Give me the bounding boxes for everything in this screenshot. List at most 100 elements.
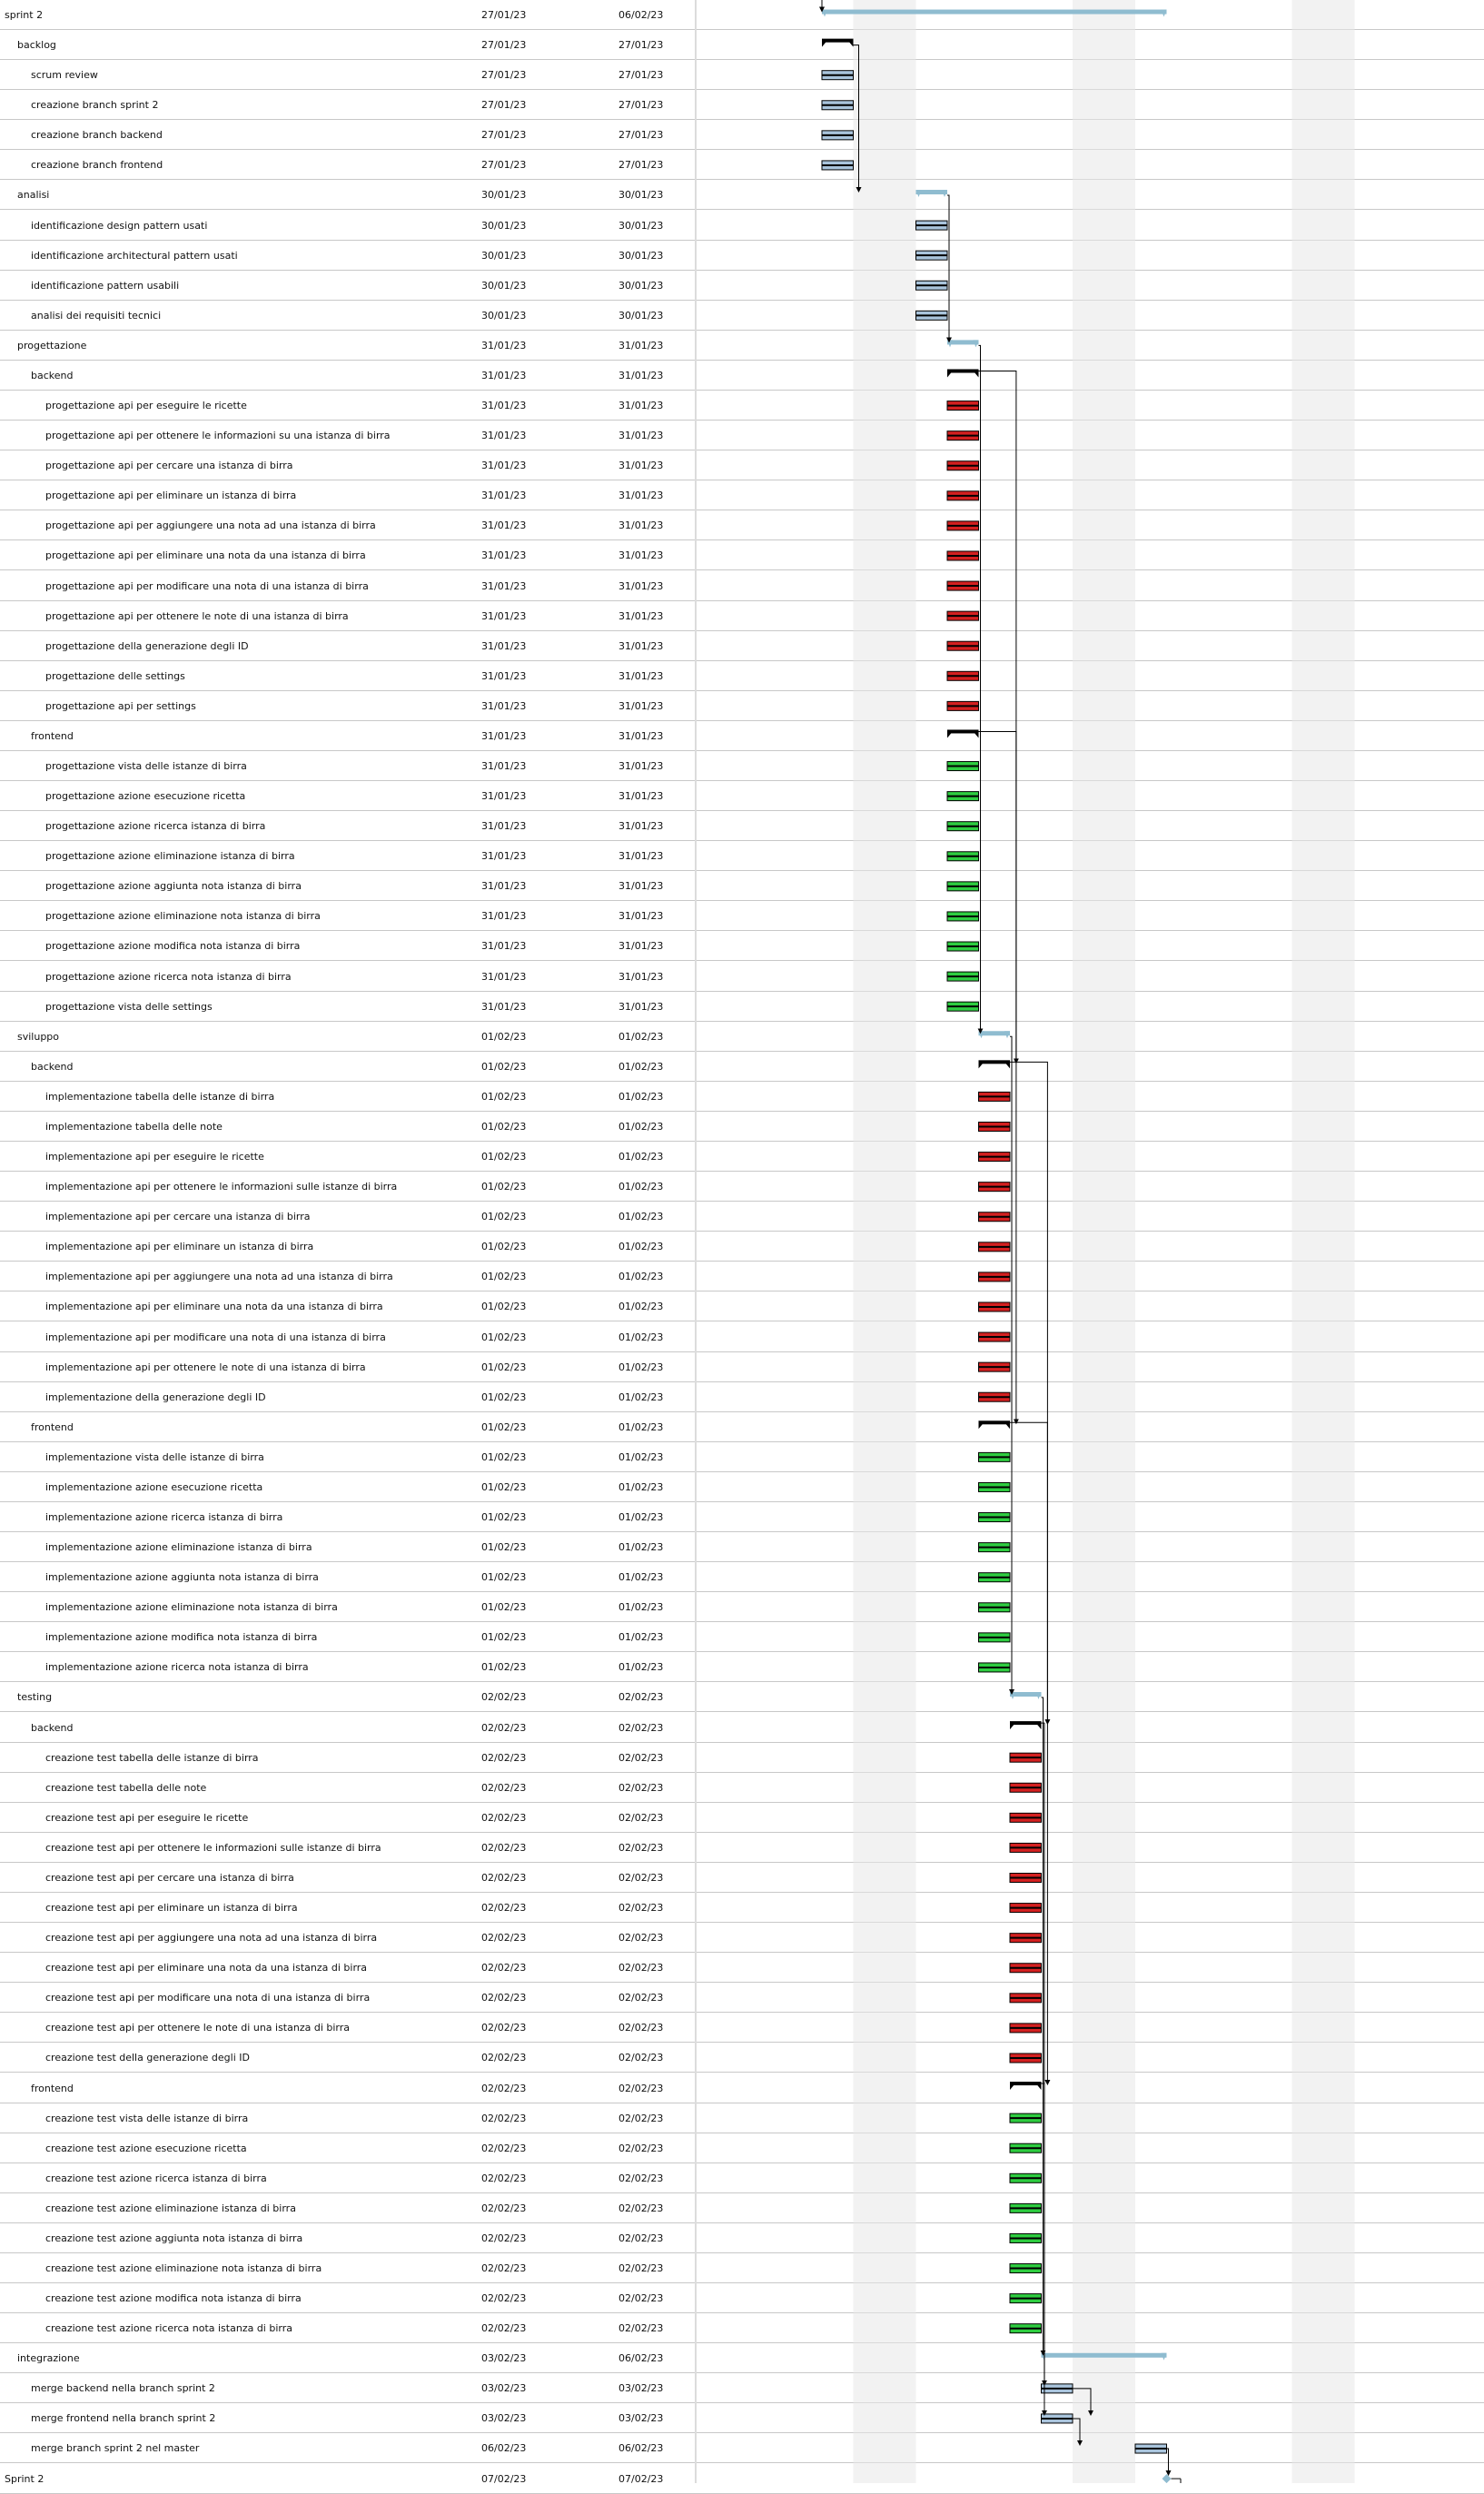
task-row[interactable]: implementazione azione ricerca nota ista…: [0, 1652, 1484, 1683]
task-row[interactable]: creazione test tabella delle note 02/02/2…: [0, 1773, 1484, 1803]
task-start-date: 02/02/23: [481, 1691, 527, 1704]
task-row[interactable]: creazione test api per modificare una no…: [0, 1983, 1484, 2014]
task-row[interactable]: implementazione azione modifica nota ist…: [0, 1622, 1484, 1653]
task-row[interactable]: backlog 27/01/23 27/01/23: [0, 30, 1484, 61]
task-row[interactable]: creazione branch backend 27/01/23 27/01/23: [0, 120, 1484, 151]
task-row[interactable]: creazione test azione ricerca nota istan…: [0, 2313, 1484, 2344]
task-row[interactable]: creazione test tabella delle istanze di …: [0, 1743, 1484, 1773]
task-row[interactable]: implementazione api per eliminare una no…: [0, 1292, 1484, 1322]
task-row[interactable]: creazione branch sprint 2 27/01/23 27/01/2…: [0, 90, 1484, 121]
task-row[interactable]: frontend 31/01/23 31/01/23: [0, 721, 1484, 751]
task-row[interactable]: progettazione azione modifica nota istan…: [0, 931, 1484, 962]
task-row[interactable]: progettazione azione eliminazione nota i…: [0, 901, 1484, 932]
task-name: implementazione azione aggiunta nota ist…: [45, 1571, 319, 1584]
task-row[interactable]: implementazione della generazione degli …: [0, 1382, 1484, 1412]
task-start-date: 31/01/23: [481, 850, 527, 863]
task-row[interactable]: implementazione api per ottenere le info…: [0, 1172, 1484, 1202]
task-row[interactable]: implementazione azione eliminazione ista…: [0, 1532, 1484, 1563]
task-row[interactable]: implementazione azione aggiunta nota ist…: [0, 1562, 1484, 1593]
task-row[interactable]: creazione test azione aggiunta nota ista…: [0, 2223, 1484, 2253]
task-row[interactable]: progettazione vista delle settings 31/01/…: [0, 992, 1484, 1022]
task-row[interactable]: progettazione api per settings 31/01/23 31…: [0, 691, 1484, 721]
task-row[interactable]: implementazione api per eseguire le rice…: [0, 1142, 1484, 1173]
task-row[interactable]: creazione test azione eliminazione istan…: [0, 2193, 1484, 2223]
task-row[interactable]: backend 31/01/23 31/01/23: [0, 361, 1484, 391]
task-row[interactable]: creazione test api per aggiungere una no…: [0, 1923, 1484, 1954]
task-row[interactable]: progettazione api per ottenere le note d…: [0, 601, 1484, 631]
task-row[interactable]: creazione test azione esecuzione ricetta…: [0, 2133, 1484, 2163]
task-row[interactable]: progettazione della generazione degli ID…: [0, 631, 1484, 661]
task-name: implementazione azione modifica nota ist…: [45, 1631, 318, 1644]
task-row[interactable]: merge backend nella branch sprint 2 03/02…: [0, 2373, 1484, 2404]
task-row[interactable]: creazione branch frontend 27/01/23 27/01/2…: [0, 150, 1484, 181]
task-row[interactable]: creazione test api per eseguire le ricet…: [0, 1803, 1484, 1833]
task-row[interactable]: backend 01/02/23 01/02/23: [0, 1052, 1484, 1082]
task-row[interactable]: progettazione api per eliminare un istan…: [0, 480, 1484, 511]
task-row[interactable]: implementazione api per eliminare un ist…: [0, 1232, 1484, 1262]
task-start-date: 07/02/23: [481, 2472, 527, 2485]
task-row[interactable]: progettazione api per ottenere le inform…: [0, 421, 1484, 451]
task-start-date: 31/01/23: [481, 880, 527, 893]
task-row[interactable]: Sprint 2 07/02/23 07/02/23: [0, 2464, 1484, 2494]
task-row[interactable]: creazione test api per eliminare una not…: [0, 1953, 1484, 1984]
task-row[interactable]: merge frontend nella branch sprint 2 03/0…: [0, 2403, 1484, 2434]
task-start-date: 01/02/23: [481, 1241, 527, 1253]
task-row[interactable]: merge branch sprint 2 nel master 06/02/23…: [0, 2433, 1484, 2464]
task-row[interactable]: creazione test api per ottenere le infor…: [0, 1833, 1484, 1863]
task-row[interactable]: creazione test api per ottenere le note …: [0, 2013, 1484, 2044]
task-row[interactable]: progettazione azione eliminazione istanz…: [0, 841, 1484, 872]
task-row[interactable]: creazione test azione ricerca istanza di…: [0, 2163, 1484, 2193]
task-row[interactable]: identificazione pattern usabili 30/01/23 3…: [0, 271, 1484, 301]
task-end-date: 01/02/23: [618, 1631, 664, 1644]
task-row[interactable]: sviluppo 01/02/23 01/02/23: [0, 1022, 1484, 1052]
task-row[interactable]: creazione test api per cercare una istan…: [0, 1863, 1484, 1893]
task-row[interactable]: creazione test azione eliminazione nota …: [0, 2253, 1484, 2283]
task-row[interactable]: frontend 02/02/23 02/02/23: [0, 2073, 1484, 2103]
task-end-date: 06/02/23: [618, 2442, 664, 2455]
task-row[interactable]: backend 02/02/23 02/02/23: [0, 1713, 1484, 1743]
task-row[interactable]: implementazione api per ottenere le note…: [0, 1352, 1484, 1382]
task-row[interactable]: progettazione azione esecuzione ricetta 3…: [0, 781, 1484, 812]
task-name: implementazione tabella delle istanze di…: [45, 1090, 275, 1103]
task-row[interactable]: analisi dei requisiti tecnici 30/01/23 30/…: [0, 301, 1484, 331]
task-row[interactable]: progettazione azione ricerca nota istanz…: [0, 962, 1484, 992]
task-row[interactable]: progettazione api per eseguire le ricett…: [0, 391, 1484, 421]
task-row[interactable]: progettazione api per eliminare una nota…: [0, 540, 1484, 571]
task-start-date: 02/02/23: [481, 1811, 527, 1824]
task-row[interactable]: implementazione api per aggiungere una n…: [0, 1262, 1484, 1292]
task-row[interactable]: sprint 2 27/01/23 06/02/23: [0, 0, 1484, 30]
task-name: implementazione api per cercare una ista…: [45, 1211, 311, 1223]
task-row[interactable]: progettazione azione ricerca istanza di …: [0, 811, 1484, 842]
task-row[interactable]: progettazione vista delle istanze di bir…: [0, 751, 1484, 781]
task-end-date: 31/01/23: [618, 850, 664, 863]
task-row[interactable]: progettazione api per modificare una not…: [0, 571, 1484, 601]
task-row[interactable]: scrum review 27/01/23 27/01/23: [0, 60, 1484, 91]
task-name: backend: [31, 369, 74, 381]
task-row[interactable]: testing 02/02/23 02/02/23: [0, 1682, 1484, 1713]
task-row[interactable]: creazione test azione modifica nota ista…: [0, 2283, 1484, 2314]
task-row[interactable]: progettazione azione aggiunta nota istan…: [0, 871, 1484, 902]
task-row[interactable]: creazione test api per eliminare un ista…: [0, 1893, 1484, 1924]
task-row[interactable]: implementazione tabella delle istanze di…: [0, 1082, 1484, 1112]
task-row[interactable]: implementazione tabella delle note 01/02/…: [0, 1112, 1484, 1142]
task-row[interactable]: creazione test vista delle istanze di bi…: [0, 2103, 1484, 2133]
task-row[interactable]: implementazione azione eliminazione nota…: [0, 1592, 1484, 1623]
task-row[interactable]: progettazione api per cercare una istanz…: [0, 450, 1484, 481]
task-row[interactable]: implementazione api per cercare una ista…: [0, 1202, 1484, 1232]
task-row[interactable]: implementazione azione esecuzione ricett…: [0, 1472, 1484, 1502]
task-row[interactable]: identificazione design pattern usati 30/0…: [0, 211, 1484, 241]
task-row[interactable]: creazione test della generazione degli I…: [0, 2043, 1484, 2073]
task-row[interactable]: progettazione 31/01/23 31/01/23: [0, 331, 1484, 361]
task-row[interactable]: frontend 01/02/23 01/02/23: [0, 1412, 1484, 1442]
task-row[interactable]: progettazione delle settings 31/01/23 31/0…: [0, 661, 1484, 691]
task-row[interactable]: identificazione architectural pattern us…: [0, 241, 1484, 271]
task-row[interactable]: analisi 30/01/23 30/01/23: [0, 180, 1484, 211]
task-start-date: 31/01/23: [481, 430, 527, 442]
task-name: creazione branch backend: [31, 129, 163, 142]
task-row[interactable]: progettazione api per aggiungere una not…: [0, 510, 1484, 541]
task-row[interactable]: implementazione vista delle istanze di b…: [0, 1442, 1484, 1472]
task-row[interactable]: implementazione azione ricerca istanza d…: [0, 1502, 1484, 1532]
task-row[interactable]: integrazione 03/02/23 06/02/23: [0, 2343, 1484, 2374]
task-row[interactable]: implementazione api per modificare una n…: [0, 1322, 1484, 1352]
